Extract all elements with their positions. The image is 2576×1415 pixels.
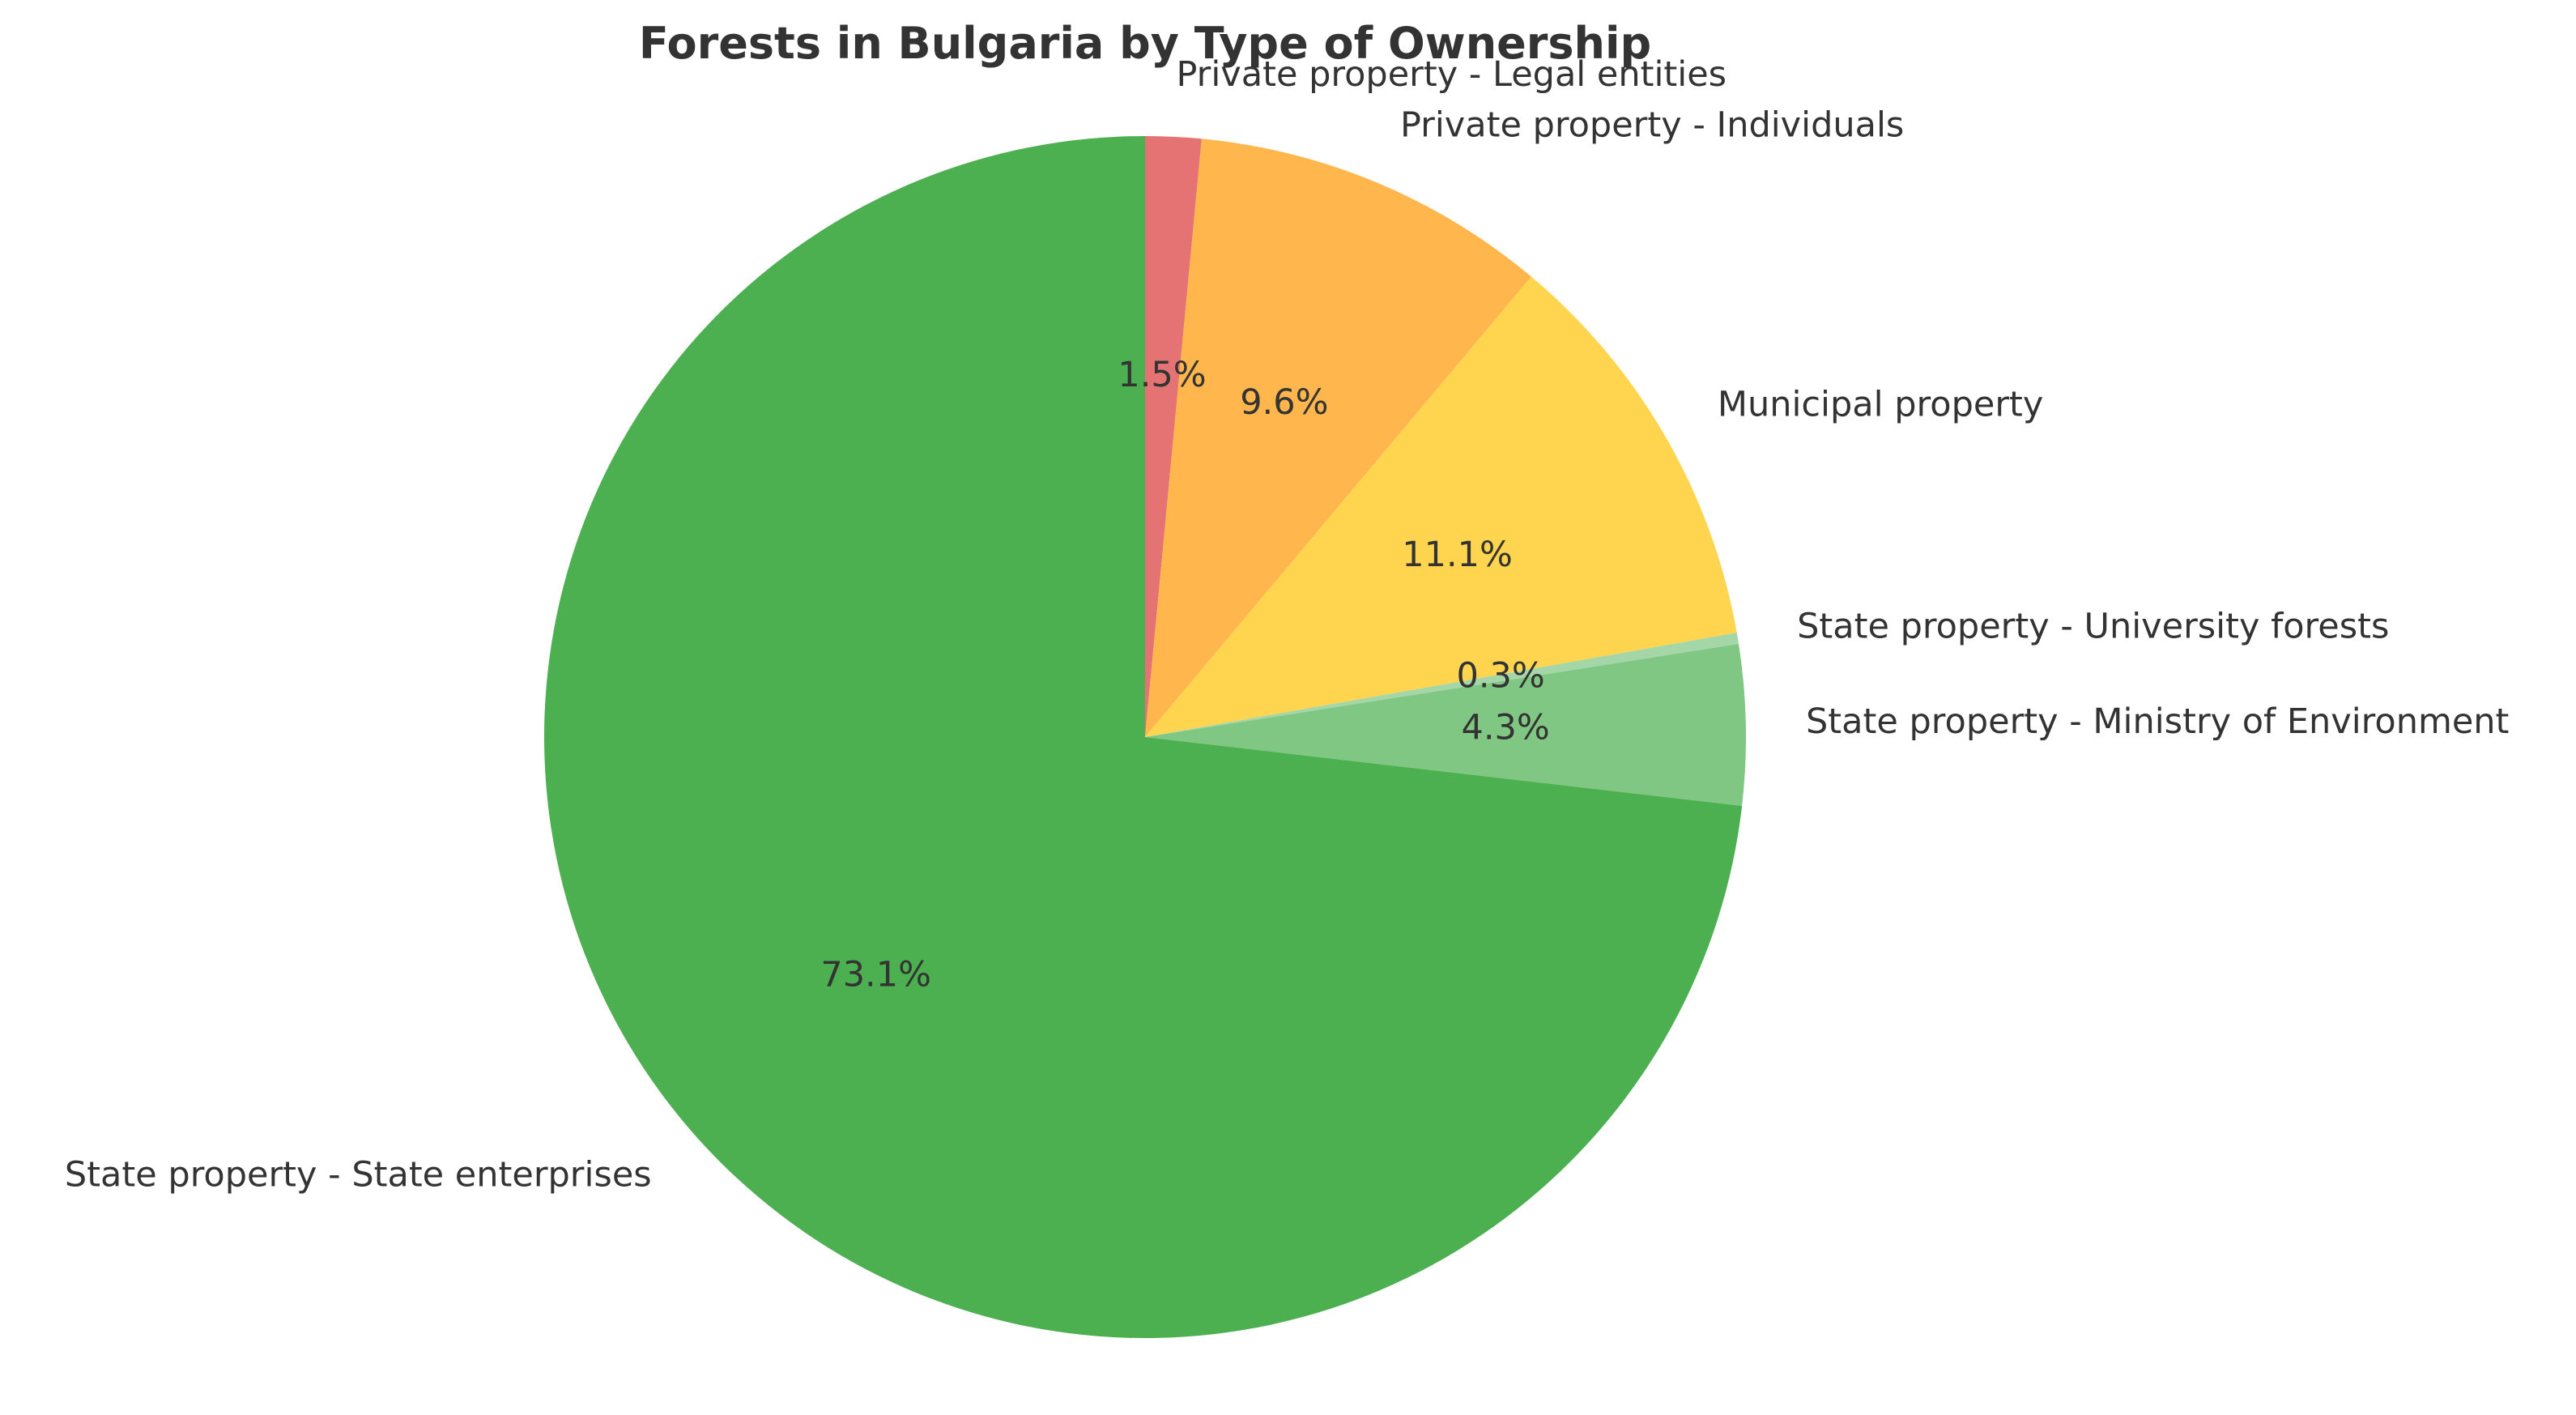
pie-slice — [1145, 643, 1746, 806]
slice-percent-label: 9.6% — [1240, 382, 1328, 423]
slice-percent-label: 1.5% — [1118, 355, 1206, 395]
slice-label: Municipal property — [1718, 384, 2043, 424]
slice-percent-label: 4.3% — [1461, 707, 1549, 748]
slice-label: State property - University forests — [1797, 606, 2389, 646]
slice-percent-label: 0.3% — [1457, 655, 1545, 696]
slice-label: State property - Ministry of Environment — [1806, 701, 2509, 742]
pie-slice — [1145, 276, 1737, 737]
slice-label: Private property - Legal entities — [1176, 54, 1727, 95]
pie-slice — [544, 135, 1743, 1338]
chart-title: Forests in Bulgaria by Type of Ownership — [639, 18, 1651, 69]
slice-percent-label: 11.1% — [1402, 535, 1513, 575]
pie-slice — [1145, 136, 1202, 737]
pie-slice — [1145, 633, 1739, 737]
slice-label: Private property - Individuals — [1400, 105, 1904, 146]
slice-label: State property - State enterprises — [65, 1155, 652, 1196]
slice-percent-label: 73.1% — [820, 955, 931, 995]
pie-slice — [1145, 139, 1531, 737]
